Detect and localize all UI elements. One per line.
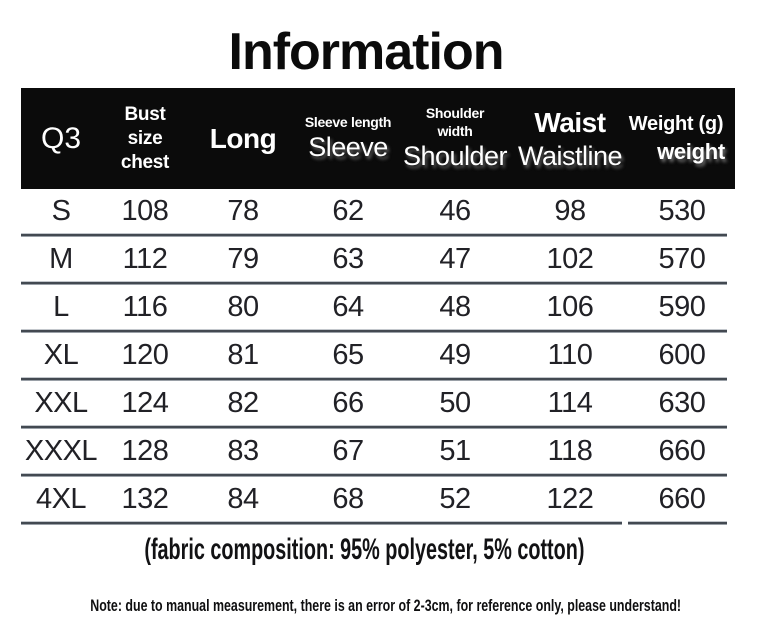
row-size-label: M: [49, 242, 73, 275]
cell-waist: 102: [546, 242, 594, 275]
cell-long: 80: [227, 290, 259, 323]
table-row: 4XL 132 84 68 52 122 660: [21, 477, 735, 521]
header-shoulder-big: Shoulder: [402, 141, 508, 171]
table-row: S 108 78 62 46 98 530: [21, 189, 735, 233]
cell-weight: 600: [658, 338, 706, 371]
table-bottom-border: [21, 521, 727, 525]
cell-bust: 108: [121, 194, 169, 227]
size-table: Q3 Bust size chest Long Sleeve length Sl…: [21, 88, 735, 525]
cell-weight: 530: [658, 194, 706, 227]
cell-sleeve: 64: [332, 290, 364, 323]
fabric-composition-note: (fabric composition: 95% polyester, 5% c…: [143, 533, 585, 566]
header-size-label: Q3: [40, 121, 82, 155]
header-cell-long: Long: [189, 88, 297, 189]
header-bust-line1: Bust: [124, 104, 166, 125]
row-size-label: XXXL: [24, 434, 98, 467]
table-row: XXL 124 82 66 50 114 630: [21, 381, 735, 425]
header-sleeve-big: Sleeve: [308, 132, 388, 162]
row-size-label: S: [51, 194, 71, 227]
header-cell-shoulder: Shoulder width Shoulder: [399, 88, 511, 189]
cell-sleeve: 62: [332, 194, 364, 227]
cell-sleeve: 67: [332, 434, 364, 467]
table-row: M 112 79 63 47 102 570: [21, 237, 735, 281]
header-cell-waist: Waist Waistline: [511, 88, 629, 189]
table-row: XL 120 81 65 49 110 600: [21, 333, 735, 377]
cell-weight: 660: [658, 482, 706, 515]
row-size-label: XXL: [34, 386, 88, 419]
header-weight-big: weight: [657, 138, 725, 164]
cell-bust: 132: [121, 482, 169, 515]
cell-waist: 110: [547, 338, 593, 371]
cell-shoulder: 49: [439, 338, 471, 371]
cell-shoulder: 48: [439, 290, 471, 323]
cell-sleeve: 68: [332, 482, 364, 515]
header-bust-line3: chest: [120, 152, 170, 173]
header-cell-size: Q3: [21, 88, 101, 189]
table-row: L 116 80 64 48 106 590: [21, 285, 735, 329]
cell-long: 79: [227, 242, 259, 275]
cell-long: 82: [227, 386, 259, 419]
cell-bust: 116: [122, 290, 168, 323]
cell-bust: 128: [121, 434, 169, 467]
table-header-row: Q3 Bust size chest Long Sleeve length Sl…: [21, 88, 735, 189]
cell-waist: 98: [554, 194, 586, 227]
header-cell-sleeve: Sleeve length Sleeve: [297, 88, 399, 189]
cell-waist: 106: [546, 290, 594, 323]
header-shoulder-small-line2: width: [437, 123, 473, 139]
row-divider: [21, 329, 727, 333]
cell-long: 81: [227, 338, 259, 371]
row-divider: [21, 377, 727, 381]
cell-long: 78: [227, 194, 259, 227]
cell-bust: 112: [122, 242, 168, 275]
row-size-label: L: [53, 290, 69, 323]
header-bust-line2: size: [127, 128, 163, 149]
table-row: XXXL 128 83 67 51 118 660: [21, 429, 735, 473]
cell-long: 83: [227, 434, 259, 467]
cell-shoulder: 46: [439, 194, 471, 227]
cell-shoulder: 47: [439, 242, 471, 275]
cell-shoulder: 52: [439, 482, 471, 515]
header-shoulder-small-line1: Shoulder: [425, 105, 485, 121]
row-divider: [21, 233, 727, 237]
row-size-label: 4XL: [35, 482, 87, 515]
cell-bust: 120: [121, 338, 169, 371]
cell-shoulder: 51: [439, 434, 471, 467]
cell-weight: 660: [658, 434, 706, 467]
header-long-label: Long: [209, 122, 277, 154]
cell-weight: 590: [658, 290, 706, 323]
header-sleeve-small: Sleeve length: [304, 114, 392, 130]
row-divider: [21, 425, 727, 429]
page-title: Information: [228, 23, 505, 81]
header-waist-big: Waistline: [517, 140, 623, 171]
cell-shoulder: 50: [439, 386, 471, 419]
cell-weight: 630: [658, 386, 706, 419]
cell-weight: 570: [658, 242, 706, 275]
cell-bust: 124: [121, 386, 169, 419]
row-divider: [21, 281, 727, 285]
row-size-label: XL: [43, 338, 79, 371]
header-cell-weight: Weight (g) weight: [629, 88, 735, 189]
cell-sleeve: 65: [332, 338, 364, 371]
cell-sleeve: 66: [332, 386, 364, 419]
cell-waist: 122: [546, 482, 594, 515]
cell-long: 84: [227, 482, 259, 515]
measurement-disclaimer-note: Note: due to manual measurement, there i…: [90, 596, 682, 615]
cell-waist: 118: [547, 434, 593, 467]
row-divider: [21, 473, 727, 477]
cell-sleeve: 63: [332, 242, 364, 275]
header-cell-bust: Bust size chest: [101, 88, 189, 189]
header-waist-small: Waist: [534, 106, 606, 138]
cell-waist: 114: [547, 386, 593, 419]
header-weight-small: Weight (g): [628, 112, 724, 135]
